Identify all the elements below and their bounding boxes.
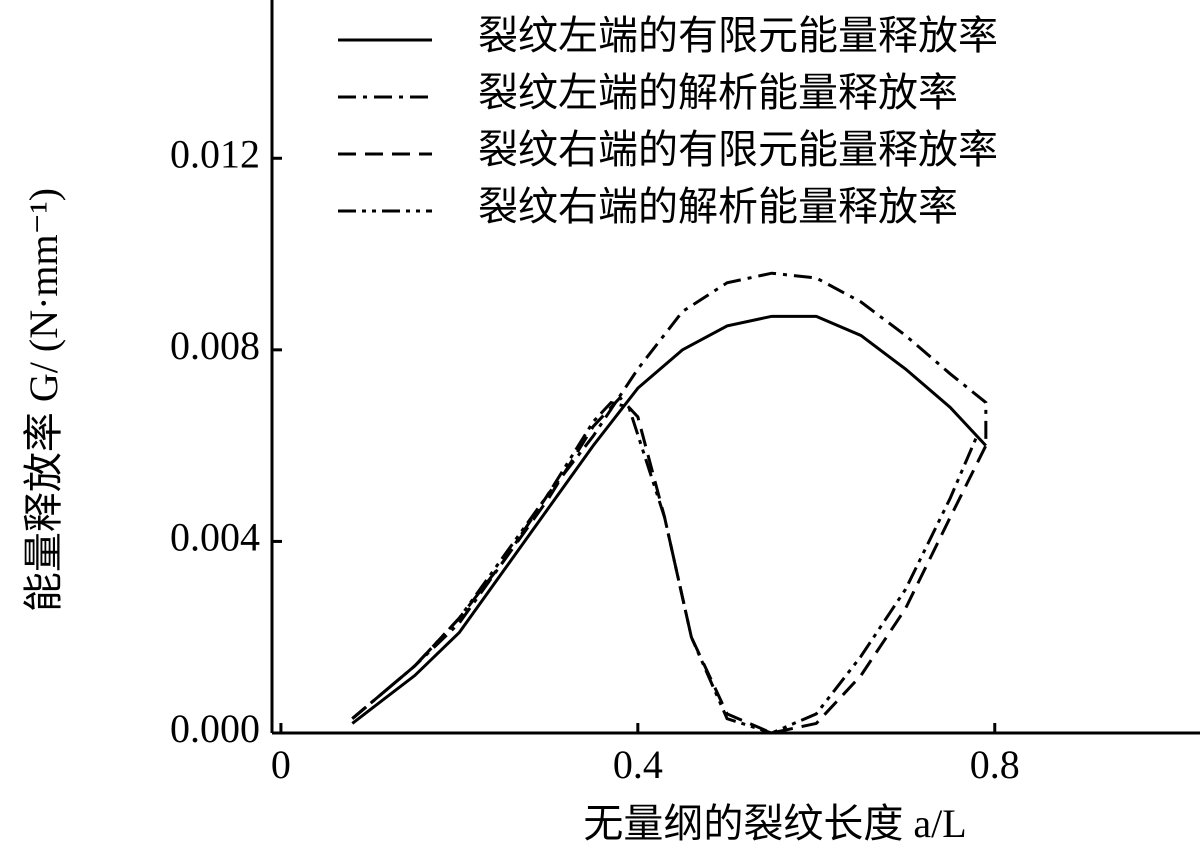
legend-label: 裂纹右端的解析能量释放率 [478,184,958,229]
legend-label: 裂纹左端的解析能量释放率 [478,70,958,115]
legend-label: 裂纹右端的有限元能量释放率 [478,127,998,172]
legend-label: 裂纹左端的有限元能量释放率 [478,13,998,58]
series-line [351,314,987,725]
y-tick-label: 0.000 [170,706,260,751]
x-tick-label: 0.4 [613,742,663,787]
y-tick-label: 0.012 [170,131,260,176]
series-line [351,400,979,735]
y-tick-label: 0.008 [170,323,260,368]
series-line [351,395,988,735]
x-tick-label: 0 [271,742,291,787]
x-tick-label: 0.8 [970,742,1020,787]
x-axis-label: 无量纲的裂纹长度 a/L [583,801,966,846]
y-axis-label: 能量释放率 G/ (N·mm⁻¹) [21,188,66,612]
series-line [351,271,988,720]
y-tick-label: 0.004 [170,515,260,560]
